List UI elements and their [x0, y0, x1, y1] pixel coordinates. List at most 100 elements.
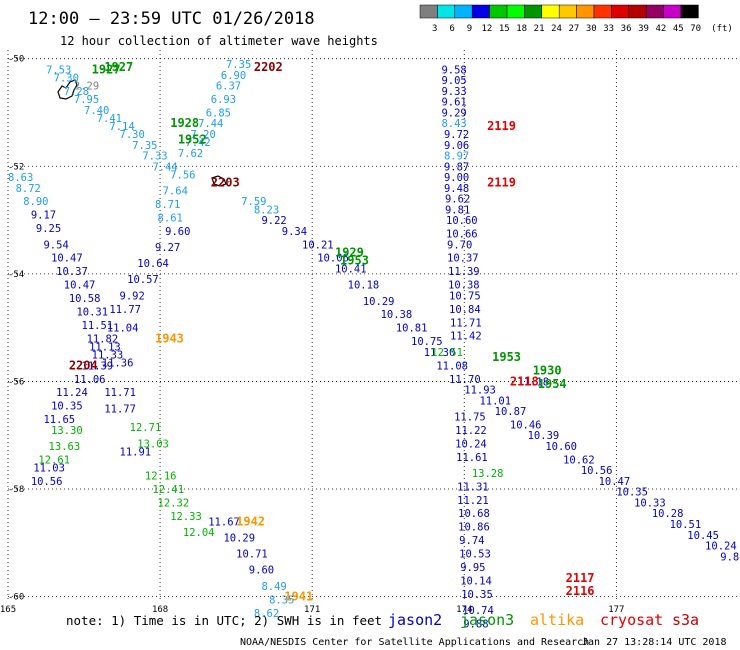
x-tick-label: 171 [304, 605, 320, 615]
wave-value-s3a: 8.97 [444, 151, 469, 163]
wave-value-jason3: 12.41 [152, 484, 184, 496]
y-tick-label: -58 [8, 485, 24, 495]
wave-value-jason2: 10.84 [449, 304, 481, 316]
wave-value-jason2: 10.60 [446, 215, 478, 227]
wave-value-jason2: 9.74 [459, 535, 484, 547]
footer-credit: NOAA/NESDIS Center for Satellite Applica… [240, 637, 589, 648]
wave-value-jason2: 10.81 [396, 323, 428, 335]
wave-value-jason2: 10.14 [460, 575, 492, 587]
wave-value-s3a: 11.51 [82, 320, 114, 332]
wave-value-jason3: 12.32 [158, 497, 190, 509]
wave-value-jason3: 13.63 [49, 441, 81, 453]
y-tick-label: -52 [8, 162, 24, 172]
wave-value-jason2: 9.22 [261, 215, 286, 227]
wave-value-s3a: 7.95 [74, 94, 99, 106]
wave-value-jason2: 9.48 [444, 183, 469, 195]
scale-swatch [611, 4, 630, 19]
wave-value-jason2: 11.01 [479, 395, 511, 407]
wave-value-jason2: 10.45 [687, 530, 719, 542]
wave-value-jason2: 10.57 [127, 274, 159, 286]
wave-value-jason2: 10.64 [137, 258, 169, 270]
scale-tick-label: 15 [499, 24, 510, 34]
scale-tick-label: 36 [621, 24, 632, 34]
wave-value-s3a: 11.82 [87, 333, 119, 345]
y-tick-label: -54 [8, 270, 24, 280]
track-time-label: 1927 [92, 62, 121, 76]
wave-value-s3a: 8.35 [269, 594, 294, 606]
wave-value-jason2: 10.86 [458, 522, 490, 534]
track-time-label: 1943 [155, 331, 184, 345]
wave-value-jason2: 10.29 [223, 532, 255, 544]
satellite-legend: jason2 jason3 altika cryosat s3a [388, 611, 699, 629]
track-time-label: 2118 [510, 374, 539, 388]
track-time-label: 1954 [538, 377, 567, 391]
wave-value-jason2: 11.71 [450, 317, 482, 329]
wave-value-jason2: 10.71 [236, 549, 268, 561]
wave-value-s3a: 11.33 [92, 350, 124, 362]
wave-value-jason2: 11.91 [120, 446, 152, 458]
track-time-label: 1953 [340, 253, 369, 267]
wave-value-s3a: 8.43 [441, 118, 466, 130]
wave-value-jason2: 10.29 [363, 296, 395, 308]
wave-value-jason2: 10.33 [634, 497, 666, 509]
wave-value-jason2: 10.24 [705, 541, 737, 553]
scale-swatch [419, 4, 438, 19]
track-time-label: 2116 [566, 584, 595, 598]
wave-value-jason2: 11.77 [104, 403, 136, 415]
wave-value-s3a: 11.13 [89, 341, 121, 353]
scale-swatch [489, 4, 508, 19]
wave-value-jason2: 9.06 [444, 140, 469, 152]
wave-value-jason2: 9.29 [441, 107, 466, 119]
track-time-label: 1928 [170, 116, 199, 130]
scale-tick-label: 27 [568, 24, 579, 34]
x-tick-label: 168 [152, 605, 168, 615]
wave-value-jason2: 11.30 [424, 347, 456, 359]
track-time-label: 1927 [104, 60, 133, 74]
wave-value-s3a: 10.31 [76, 307, 108, 319]
track-time-label: 2204 [69, 358, 98, 372]
x-tick-label: 174 [456, 605, 472, 615]
scale-tick-label: 3 [432, 24, 437, 34]
wave-value-s3a: 9.54 [43, 239, 68, 251]
wave-value-jason2: 10.87 [495, 406, 527, 418]
wave-value-jason2: 9.95 [460, 562, 485, 574]
wave-value-s3a: 8.72 [16, 183, 41, 195]
wave-value-jason2: 10.39 [528, 430, 560, 442]
scale-swatch [471, 4, 490, 19]
wave-value-s3a: 8.23 [254, 204, 279, 216]
scale-swatch [628, 4, 647, 19]
wave-value-s3a: 6.90 [221, 70, 246, 82]
wave-value-s3a: 11.65 [43, 414, 75, 426]
chart-title: 12:00 – 23:59 UTC 01/26/2018 [28, 9, 315, 29]
wave-value-jason2: 9.72 [444, 129, 469, 141]
wave-value-s3a: 7.33 [142, 151, 167, 163]
wave-value-s3a: 8.90 [23, 196, 48, 208]
wave-value-jason2: 10.60 [545, 441, 577, 453]
wave-value-jason2: 11.31 [457, 481, 489, 493]
axis-tick-labels: -50 -52 -54 -56 -58 -60 165 168 171 174 177 [0, 55, 624, 615]
satellite-legend-jason2: jason2 [388, 611, 442, 629]
wave-value-jason2: 11.71 [104, 387, 136, 399]
wave-value-jason2: 10.75 [449, 290, 481, 302]
wave-value-jason3: 12.71 [130, 422, 162, 434]
scale-tick-label: 21 [534, 24, 545, 34]
scale-tick-label: 39 [638, 24, 649, 34]
scale-tick-label: 42 [655, 24, 666, 34]
wave-value-s3a: 7.42 [185, 137, 210, 149]
scale-unit-label: (ft) [711, 24, 733, 34]
track-time-label: 2202 [254, 60, 283, 74]
wave-value-s3a: 6.93 [211, 94, 236, 106]
wave-value-jason2: 9.58 [441, 64, 466, 76]
wave-value-s3a: 8.63 [8, 172, 33, 184]
x-tick-label: 165 [0, 605, 16, 615]
wave-value-jason2: 10.51 [670, 519, 702, 531]
wave-value-s3a: 7.20 [191, 129, 216, 141]
wave-value-s3a: 7.64 [163, 185, 188, 197]
wave-value-jason2: 10.06 [317, 253, 349, 265]
footer-timestamp: Jan 27 13:28:14 UTC 2018 [582, 637, 727, 648]
wave-value-jason2: 10.68 [458, 508, 490, 520]
satellite-legend-jason3: jason3 [460, 611, 514, 629]
wave-value-jason2: 9.81 [445, 204, 470, 216]
scale-tick-label: 12 [481, 24, 492, 34]
